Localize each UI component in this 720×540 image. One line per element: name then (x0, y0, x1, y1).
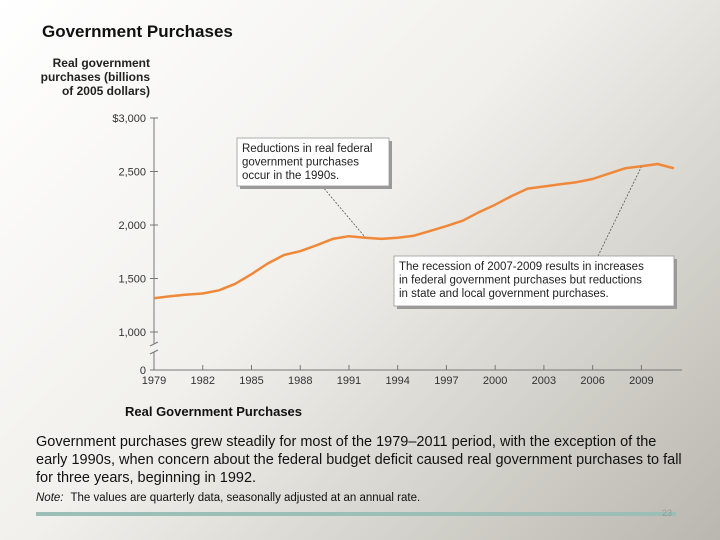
y-tick-label: 1,500 (118, 274, 146, 286)
footnote: Note: The values are quarterly data, sea… (36, 492, 686, 504)
annotation-leader (597, 166, 642, 257)
axis-break-mark (149, 341, 159, 347)
annotation-text: in federal government purchases but redu… (399, 275, 642, 287)
y-tick-label: 0 (140, 365, 146, 377)
x-tick-label: 1985 (239, 375, 263, 387)
annotation-text: government purchases (242, 157, 359, 169)
x-tick-label: 1982 (190, 375, 214, 387)
caption-text: Government purchases grew steadily for m… (36, 434, 682, 486)
x-tick-label: 2000 (483, 375, 507, 387)
x-tick-label: 1994 (385, 375, 409, 387)
chart-area: Real government purchases (billions of 200… (30, 54, 700, 394)
x-tick-label: 2003 (532, 375, 556, 387)
annotation-box (236, 137, 390, 187)
annotation-text: in state and local government purchases. (399, 288, 609, 300)
note-label: Note: (36, 492, 64, 504)
page-number: 23 (662, 508, 673, 518)
x-tick-label: 2006 (580, 375, 604, 387)
y-axis-label: of 2005 dollars) (62, 84, 150, 98)
y-tick-label: 2,500 (118, 167, 146, 179)
slide-title: Government Purchases (42, 22, 233, 41)
y-tick-label: 1,000 (118, 327, 146, 339)
series-line (153, 162, 675, 300)
axis-break-mark (149, 349, 159, 355)
annotation-box (393, 255, 675, 307)
annotation-text: Reductions in real federal (242, 143, 372, 155)
x-tick-label: 1997 (434, 375, 458, 387)
annotation-text: occur in the 1990s. (242, 170, 339, 182)
annotation-leader (321, 185, 366, 238)
y-axis-label: Real government (53, 56, 150, 70)
note-text: The values are quarterly data, seasonall… (70, 492, 421, 504)
y-tick-label: 2,000 (118, 220, 146, 232)
y-axis-label: purchases (billions (41, 70, 151, 84)
chart-caption: Real Government Purchases (125, 404, 303, 419)
annotation-text: The recession of 2007-2009 results in in… (399, 261, 644, 273)
y-tick-label: $3,000 (112, 113, 146, 125)
x-tick-label: 2009 (629, 375, 653, 387)
x-tick-label: 1979 (142, 375, 166, 387)
bottom-divider (36, 512, 676, 516)
x-tick-label: 1988 (288, 375, 312, 387)
x-tick-label: 1991 (337, 375, 361, 387)
